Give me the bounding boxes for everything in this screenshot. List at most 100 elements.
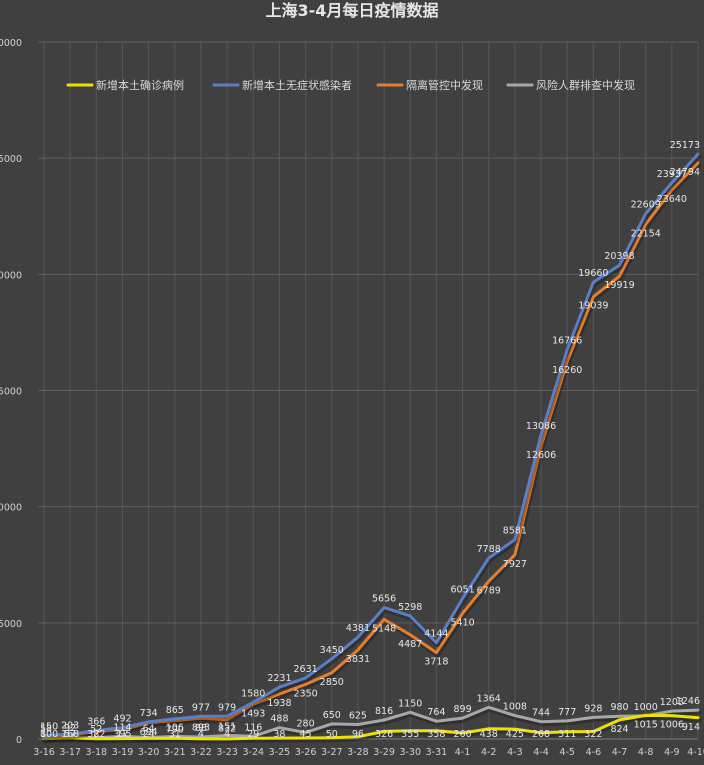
data-label: 268 (532, 729, 550, 740)
data-label: 488 (270, 714, 288, 725)
data-label: 7788 (477, 544, 501, 555)
x-tick-label: 3-22 (190, 747, 212, 758)
data-label: 19919 (604, 280, 634, 291)
data-label: 358 (427, 729, 445, 740)
x-tick-label: 4-4 (533, 747, 549, 758)
data-label: 790 (166, 725, 184, 736)
data-label: 395 (113, 729, 131, 740)
x-tick-label: 4-5 (559, 747, 575, 758)
x-tick-label: 4-1 (455, 747, 471, 758)
data-label: 1150 (398, 698, 422, 709)
data-label: 31 (169, 729, 181, 740)
x-tick-label: 4-3 (507, 747, 523, 758)
data-label: 1008 (503, 702, 527, 713)
data-label: 12606 (526, 450, 556, 461)
data-label: 2631 (294, 664, 318, 675)
data-label: 650 (323, 710, 341, 721)
data-label: 355 (401, 729, 419, 740)
x-tick-label: 3-30 (399, 747, 421, 758)
data-label: 2350 (294, 688, 318, 699)
data-label: 58 (40, 724, 52, 735)
y-tick-label: 0 (16, 735, 22, 746)
chart-title: 上海3-4月每日疫情数据 (266, 1, 439, 20)
data-label: 425 (506, 729, 524, 740)
data-label: 88 (195, 723, 207, 734)
data-label: 977 (192, 702, 210, 713)
legend-label: 新增本土确诊病例 (96, 78, 184, 92)
data-label: 5410 (450, 617, 474, 628)
legend-label: 隔离管控中发现 (406, 78, 483, 92)
data-label: 322 (87, 729, 105, 740)
data-label: 824 (610, 724, 628, 735)
data-label: 694 (140, 727, 158, 738)
data-label: 438 (480, 729, 498, 740)
data-label: 24794 (670, 167, 700, 178)
data-label: 4487 (398, 639, 422, 650)
data-label: 22609 (631, 200, 661, 211)
y-tick-label: 15000 (0, 387, 22, 398)
data-label: 625 (349, 710, 367, 721)
data-label: 4381 (346, 623, 370, 634)
data-label: 2850 (320, 677, 344, 688)
y-tick-label: 30000 (0, 38, 22, 49)
series-line-shadow (42, 714, 702, 744)
data-label: 114 (113, 722, 131, 733)
data-label: 17 (116, 729, 128, 740)
data-label: 1015 (634, 719, 658, 730)
series-lines (42, 152, 702, 744)
data-label: 734 (140, 708, 158, 719)
data-label: 16766 (552, 335, 582, 346)
data-label: 52 (90, 724, 102, 735)
data-label: 16260 (552, 365, 582, 376)
x-tick-label: 3-25 (269, 747, 291, 758)
data-label: 25173 (670, 140, 700, 151)
data-label: 150 (40, 722, 58, 733)
data-label: 8 (93, 729, 99, 740)
data-label: 3450 (320, 645, 344, 656)
y-tick-label: 25000 (0, 154, 22, 165)
data-label: 116 (244, 722, 262, 733)
data-label: 322 (584, 729, 602, 740)
x-tick-label: 4-6 (586, 747, 602, 758)
data-label: 203 (61, 720, 79, 731)
data-label: 1246 (676, 696, 700, 707)
x-tick-label: 4-2 (481, 747, 497, 758)
series-line-shadow (42, 162, 702, 742)
data-label: 893 (192, 722, 210, 733)
data-label: 928 (584, 703, 602, 714)
axes: 0 5000 10000 15000 20000 25000 30000 3-16 3-17 3-… (0, 38, 704, 758)
series-line-shadow (42, 153, 702, 740)
data-label: 865 (166, 705, 184, 716)
x-tick-label: 4-7 (612, 747, 628, 758)
data-label: 168 (61, 729, 79, 740)
data-label: 899 (453, 704, 471, 715)
data-label: 20398 (604, 251, 634, 262)
data-label: 23640 (657, 194, 687, 205)
data-label: 6789 (477, 585, 501, 596)
data-label: 29 (247, 729, 259, 740)
x-tick-label: 3-16 (33, 747, 55, 758)
x-tick-label: 4-9 (664, 747, 680, 758)
x-tick-label: 3-19 (112, 747, 134, 758)
data-label: 1938 (267, 698, 291, 709)
y-tick-label: 10000 (0, 503, 22, 514)
data-label: 280 (297, 718, 315, 729)
data-label: 366 (87, 716, 105, 727)
data-label: 1493 (241, 708, 265, 719)
data-label: 1364 (477, 693, 501, 704)
data-label: 13086 (526, 421, 556, 432)
legend-label: 风险人群排查中发现 (536, 78, 635, 92)
data-label: 764 (427, 707, 445, 718)
x-tick-label: 3-28 (347, 747, 369, 758)
data-label: 979 (218, 702, 236, 713)
series-line (42, 713, 700, 741)
x-tick-label: 3-20 (138, 747, 160, 758)
x-tick-label: 3-17 (59, 747, 81, 758)
data-label: 22154 (631, 228, 661, 239)
data-label: 5298 (398, 602, 422, 613)
data-label: 96 (352, 729, 364, 740)
